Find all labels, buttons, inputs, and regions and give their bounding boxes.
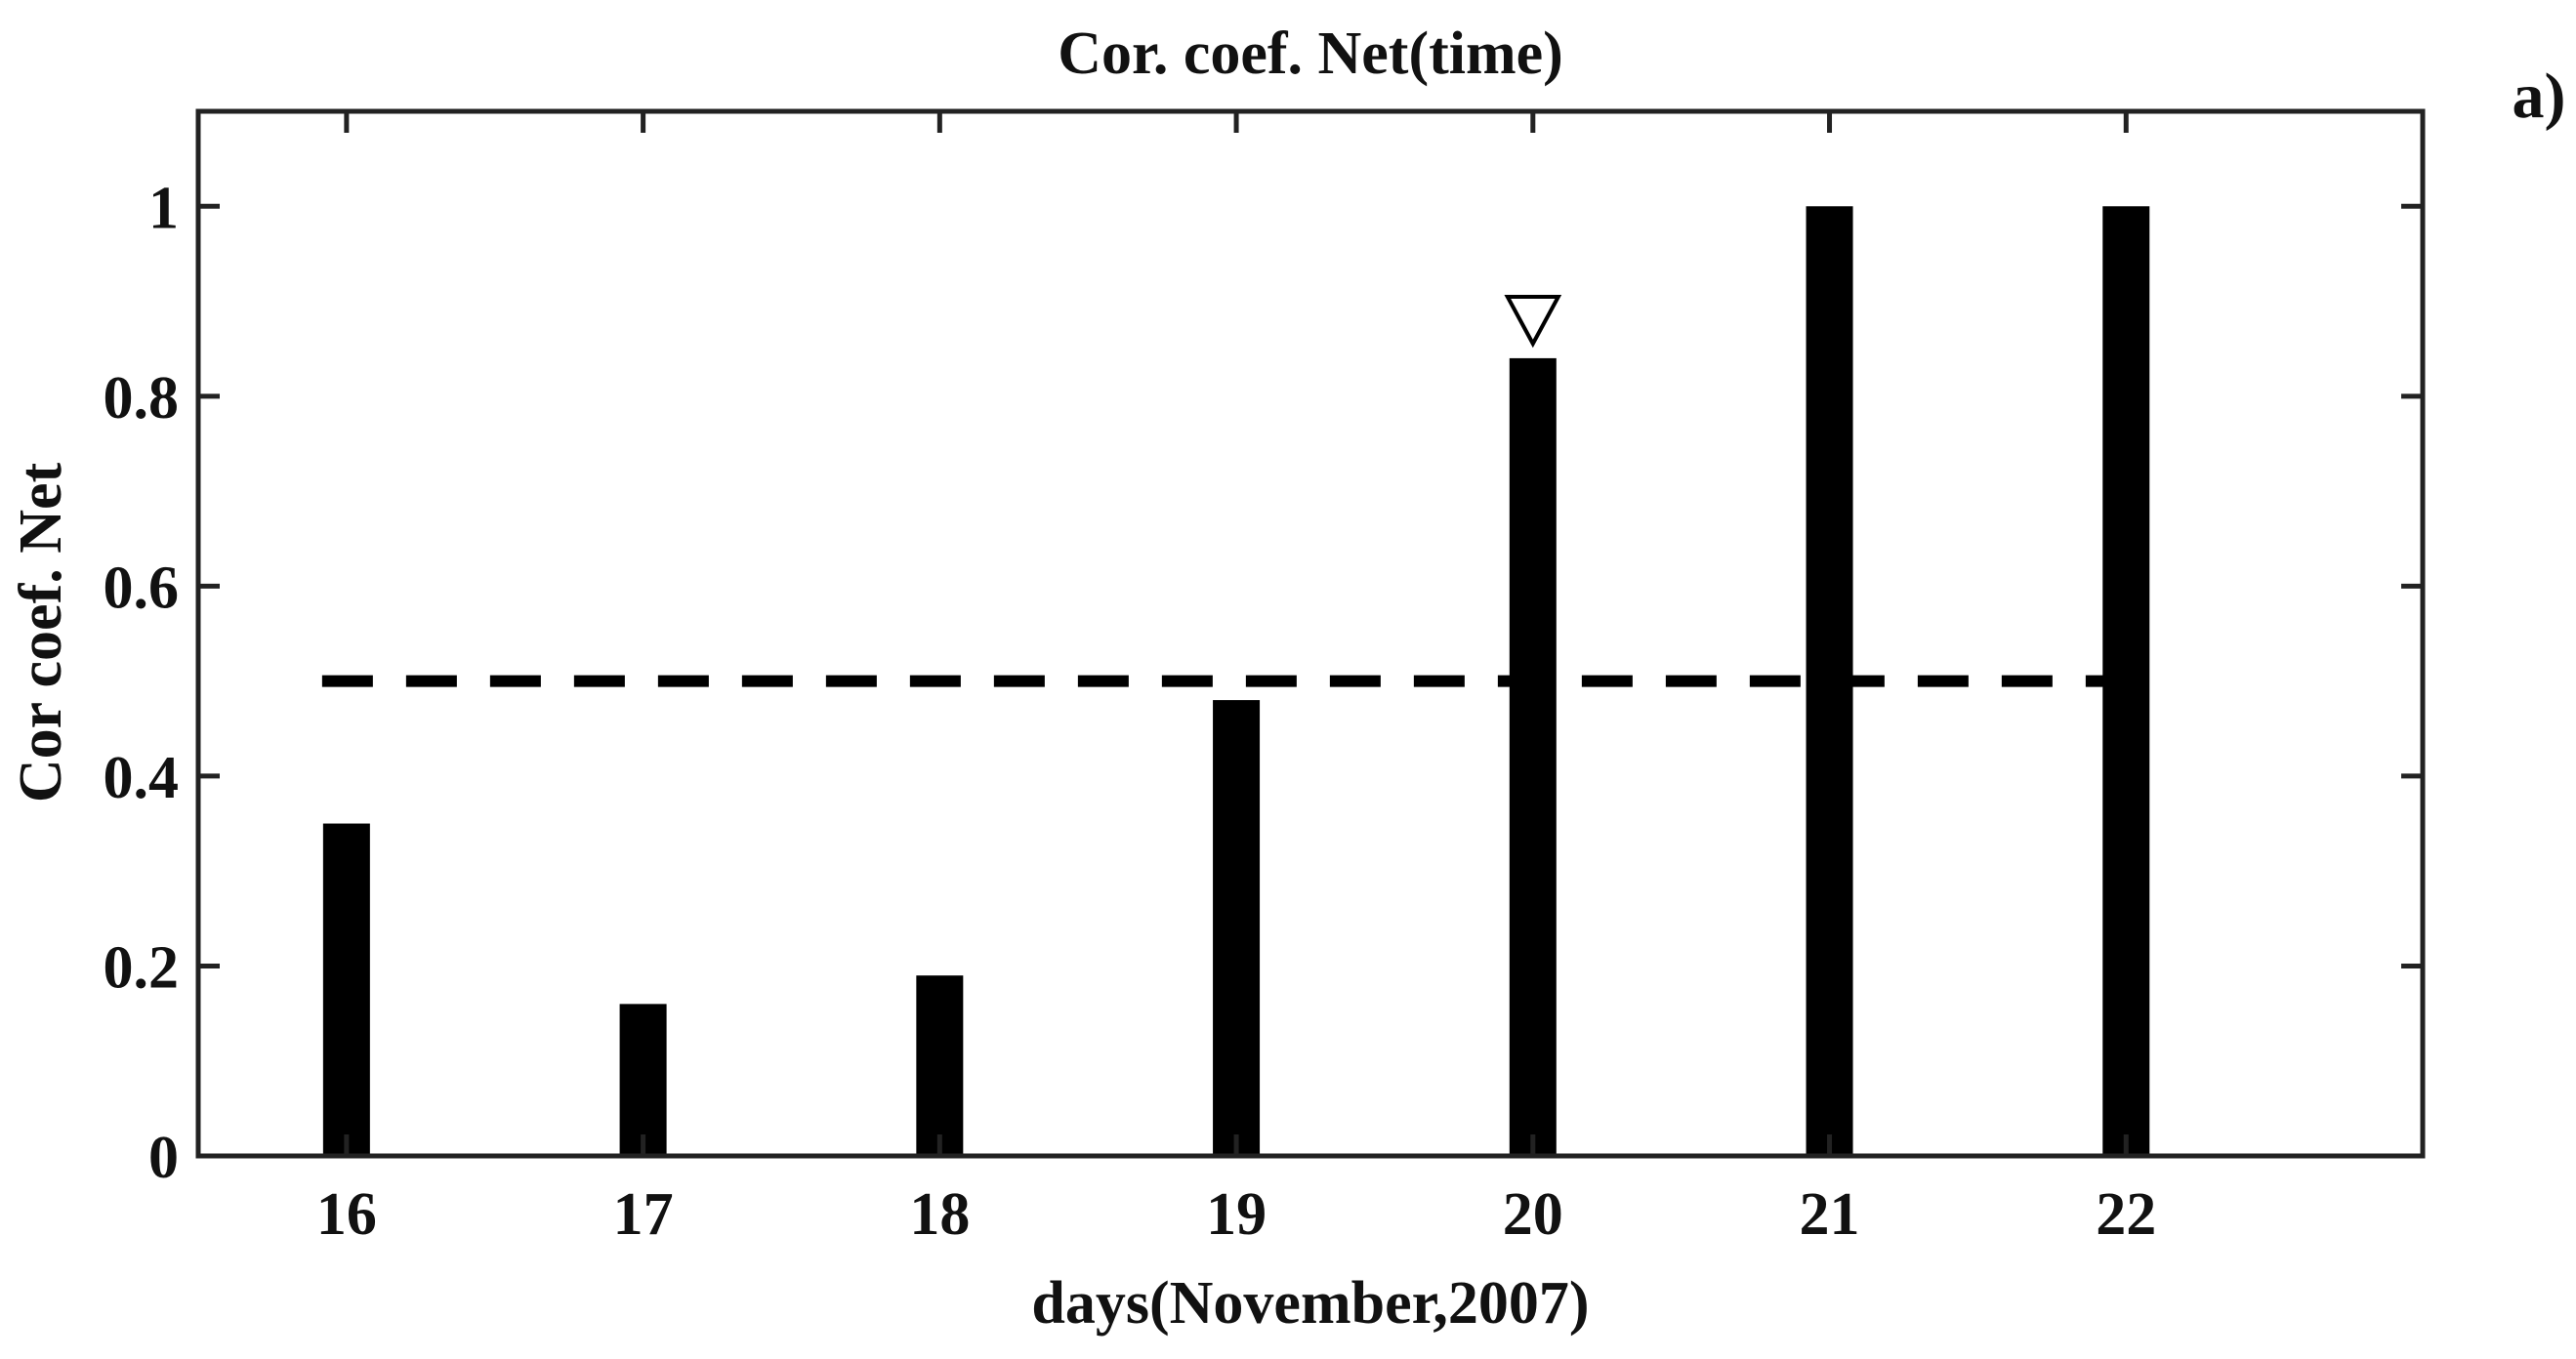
y-tick-label: 0.8	[104, 365, 180, 432]
bar-18	[916, 975, 964, 1156]
plot-frame	[195, 108, 2426, 1159]
y-tick-label: 1	[148, 175, 179, 241]
panel-label: a)	[2513, 61, 2566, 132]
bar-20	[1509, 357, 1557, 1157]
x-axis-label: days(November,2007)	[1031, 1270, 1589, 1337]
x-tick-label: 19	[1206, 1181, 1267, 1248]
x-tick-label: 20	[1503, 1181, 1563, 1248]
y-tick-label: 0	[148, 1125, 179, 1191]
y-tick-label: 0.4	[104, 745, 180, 811]
y-axis-label: Cor coef. Net	[8, 462, 74, 803]
y-tick-label: 0.2	[104, 934, 180, 1001]
y-tick-label: 0.6	[104, 555, 180, 621]
bar-17	[619, 1004, 667, 1156]
bar-19	[1213, 700, 1261, 1156]
x-tick-label: 18	[909, 1181, 970, 1248]
chart-title: Cor. coef. Net(time)	[1058, 21, 1563, 87]
x-tick-label: 22	[2096, 1181, 2156, 1248]
marker-triangle	[1504, 295, 1562, 349]
x-tick-label: 16	[316, 1181, 377, 1248]
x-tick-label: 17	[613, 1181, 674, 1248]
x-tick-label: 21	[1800, 1181, 1860, 1248]
bar-16	[322, 823, 370, 1156]
